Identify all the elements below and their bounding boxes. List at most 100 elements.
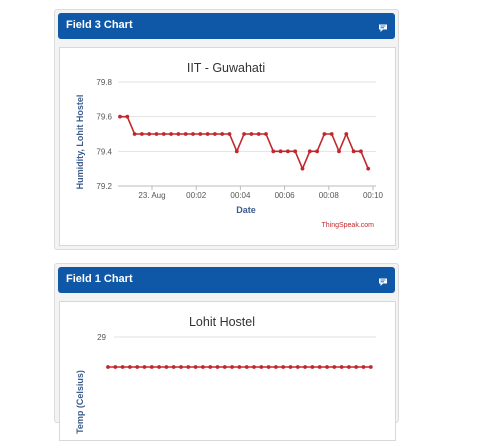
y-tick-label: 79.8 bbox=[96, 78, 112, 87]
data-point bbox=[310, 365, 315, 369]
comment-icon[interactable] bbox=[378, 274, 388, 286]
data-point bbox=[317, 365, 322, 369]
data-point bbox=[274, 365, 278, 369]
data-point bbox=[191, 132, 195, 136]
data-point bbox=[113, 365, 118, 369]
data-point bbox=[361, 365, 366, 369]
data-point bbox=[329, 132, 334, 136]
data-point bbox=[337, 149, 341, 154]
data-point bbox=[286, 149, 290, 154]
x-tick-label: 00:06 bbox=[275, 191, 296, 200]
y-tick-label: 79.6 bbox=[96, 113, 112, 122]
y-tick-label: 79.4 bbox=[96, 147, 112, 156]
data-point bbox=[140, 132, 144, 136]
data-point bbox=[307, 149, 312, 154]
data-point bbox=[237, 365, 242, 369]
data-point bbox=[368, 365, 373, 369]
data-point bbox=[271, 149, 276, 154]
data-point bbox=[366, 166, 371, 171]
data-point bbox=[281, 365, 286, 369]
data-point bbox=[288, 365, 293, 369]
data-point bbox=[120, 365, 125, 369]
chart-area: Lohit Hostel Temp (Celsius) 29 bbox=[59, 301, 396, 441]
data-point bbox=[322, 132, 327, 136]
field-1-chart-panel: Field 1 Chart Lohit Hostel Temp (Celsius… bbox=[54, 263, 399, 441]
data-point bbox=[300, 166, 305, 171]
comment-icon[interactable] bbox=[378, 20, 388, 32]
data-point bbox=[215, 365, 220, 369]
data-point bbox=[176, 132, 181, 136]
data-point bbox=[157, 365, 161, 369]
data-point bbox=[193, 365, 198, 369]
data-point bbox=[303, 365, 307, 369]
thingspeak-credit[interactable]: ThingSpeak.com bbox=[321, 222, 374, 229]
data-point bbox=[293, 149, 298, 154]
data-point bbox=[183, 132, 188, 136]
data-point bbox=[142, 365, 147, 369]
data-point bbox=[227, 132, 232, 136]
data-point bbox=[205, 132, 210, 136]
data-point bbox=[295, 365, 300, 369]
data-point bbox=[230, 365, 235, 369]
chart-title: IIT - Guwahati bbox=[187, 61, 265, 75]
data-point bbox=[339, 365, 344, 369]
data-point bbox=[242, 132, 247, 136]
chart-area: IIT - Guwahati Humidity, Lohit Hostel Da… bbox=[59, 47, 396, 246]
data-point bbox=[106, 365, 110, 369]
field-3-chart-panel: Field 3 Chart IIT - Guwahati Humidity, L… bbox=[54, 9, 399, 250]
data-point bbox=[213, 132, 217, 136]
data-point bbox=[135, 365, 140, 369]
data-point bbox=[234, 149, 239, 154]
data-point bbox=[252, 365, 256, 369]
data-point bbox=[332, 365, 337, 369]
data-point bbox=[147, 132, 152, 136]
data-point bbox=[259, 365, 264, 369]
data-point bbox=[325, 365, 329, 369]
x-tick-label: 00:08 bbox=[319, 191, 340, 200]
data-point bbox=[347, 365, 351, 369]
data-point bbox=[354, 365, 359, 369]
data-point bbox=[201, 365, 205, 369]
data-point bbox=[132, 132, 137, 136]
panel-title: Field 1 Chart bbox=[66, 273, 133, 285]
x-tick-label: 00:04 bbox=[230, 191, 251, 200]
panel-header: Field 1 Chart bbox=[58, 267, 395, 293]
y-axis-label: Temp (Celsius) bbox=[75, 370, 85, 434]
x-tick-label: 00:02 bbox=[186, 191, 207, 200]
data-point bbox=[186, 365, 191, 369]
panel-title: Field 3 Chart bbox=[66, 19, 133, 31]
temperature-chart: Lohit Hostel Temp (Celsius) 29 bbox=[75, 315, 376, 434]
data-point bbox=[220, 132, 225, 136]
data-point bbox=[164, 365, 169, 369]
data-point bbox=[256, 132, 261, 136]
data-point bbox=[351, 149, 356, 154]
data-point bbox=[266, 365, 271, 369]
x-tick-label: 23. Aug bbox=[138, 191, 165, 200]
chart-title: Lohit Hostel bbox=[189, 315, 255, 329]
data-point bbox=[198, 132, 203, 136]
data-point bbox=[161, 132, 166, 136]
data-point bbox=[128, 365, 132, 369]
data-point bbox=[359, 149, 363, 154]
data-point bbox=[125, 114, 130, 119]
x-axis-label: Date bbox=[236, 205, 256, 215]
data-point bbox=[264, 132, 268, 136]
data-point bbox=[169, 132, 173, 136]
data-point bbox=[344, 132, 349, 136]
data-point bbox=[315, 149, 319, 154]
series-line bbox=[120, 115, 369, 171]
data-point bbox=[244, 365, 249, 369]
panel-header: Field 3 Chart bbox=[58, 13, 395, 39]
data-point bbox=[278, 149, 283, 154]
y-tick-label: 29 bbox=[97, 333, 106, 342]
data-point bbox=[208, 365, 213, 369]
humidity-chart: IIT - Guwahati Humidity, Lohit Hostel Da… bbox=[75, 61, 384, 229]
data-point bbox=[222, 365, 227, 369]
y-tick-label: 79.2 bbox=[96, 182, 112, 191]
data-point bbox=[154, 132, 159, 136]
x-tick-label: 00:10 bbox=[363, 191, 384, 200]
data-point bbox=[118, 114, 122, 119]
data-point bbox=[179, 365, 183, 369]
data-point bbox=[249, 132, 254, 136]
data-point bbox=[171, 365, 176, 369]
